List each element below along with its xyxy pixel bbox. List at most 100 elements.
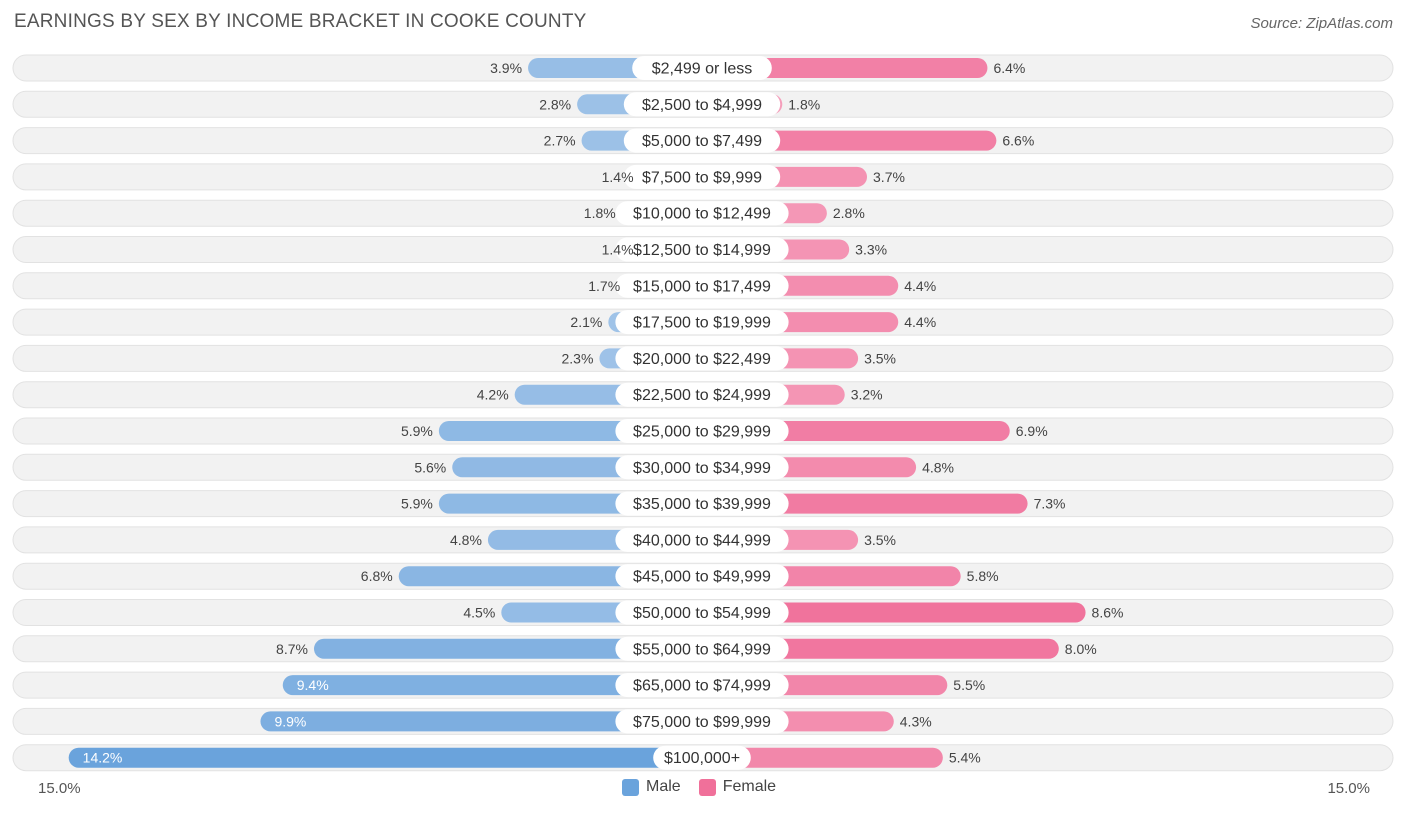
category-label-background	[615, 201, 789, 226]
bar-male[interactable]	[313, 638, 702, 659]
female-value-label: 6.6%	[1002, 133, 1034, 149]
category-label-background	[653, 745, 751, 770]
category-label-background	[615, 237, 789, 262]
legend: Male Female	[622, 778, 794, 796]
female-value-label: 4.3%	[900, 713, 932, 729]
category-label: $75,000 to $99,999	[633, 714, 771, 731]
legend-label-female: Female	[722, 778, 777, 795]
category-label: $30,000 to $34,999	[633, 460, 771, 477]
category-label: $2,499 or less	[652, 61, 753, 78]
chart-title: EARNINGS BY SEX BY INCOME BRACKET IN COO…	[14, 11, 587, 32]
axis-right-label: 15.0%	[1327, 780, 1370, 797]
male-value-label: 5.9%	[401, 423, 433, 439]
category-label: $20,000 to $22,499	[633, 351, 771, 368]
male-value-label: 5.6%	[414, 459, 446, 475]
category-label: $65,000 to $74,999	[633, 678, 771, 695]
male-value-label: 1.8%	[584, 205, 616, 221]
female-value-label: 3.2%	[851, 387, 883, 403]
male-value-label: 9.4%	[297, 677, 329, 693]
male-value-label: 9.9%	[274, 713, 306, 729]
category-label-background	[615, 491, 789, 516]
category-label-background	[615, 600, 789, 625]
category-label-background	[615, 709, 789, 734]
category-label: $50,000 to $54,999	[633, 605, 771, 622]
female-value-label: 6.9%	[1016, 423, 1048, 439]
category-label-background	[615, 346, 789, 371]
female-value-label: 1.8%	[788, 96, 820, 112]
bar-female[interactable]	[702, 747, 943, 768]
category-label: $17,500 to $19,999	[633, 315, 771, 332]
male-value-label: 4.2%	[477, 387, 509, 403]
male-value-label: 1.7%	[588, 278, 620, 294]
female-value-label: 3.5%	[864, 350, 896, 366]
axis-left-label: 15.0%	[38, 780, 81, 797]
female-value-label: 4.8%	[922, 459, 954, 475]
category-label: $15,000 to $17,499	[633, 278, 771, 295]
category-label: $25,000 to $29,999	[633, 424, 771, 441]
bar-female[interactable]	[702, 638, 1059, 659]
category-label: $55,000 to $64,999	[633, 641, 771, 658]
category-label: $10,000 to $12,499	[633, 206, 771, 223]
female-value-label: 5.8%	[967, 568, 999, 584]
category-label: $22,500 to $24,999	[633, 387, 771, 404]
category-label-background	[615, 419, 789, 443]
male-value-label: 14.2%	[83, 750, 123, 766]
male-value-label: 3.9%	[490, 60, 522, 76]
female-value-label: 7.3%	[1034, 496, 1066, 512]
male-value-label: 8.7%	[276, 641, 308, 657]
legend-label-male: Male	[646, 778, 681, 795]
male-value-label: 2.8%	[539, 96, 571, 112]
category-label-background	[623, 92, 781, 117]
category-label-background	[615, 310, 789, 335]
category-label-background	[615, 382, 789, 407]
legend-item-male[interactable]: Male	[622, 778, 681, 796]
female-value-label: 8.6%	[1092, 605, 1124, 621]
female-value-label: 5.5%	[953, 677, 985, 693]
male-value-label: 4.5%	[463, 605, 495, 621]
male-value-label: 2.7%	[544, 133, 576, 149]
category-label: $40,000 to $44,999	[633, 532, 771, 549]
legend-item-female[interactable]: Female	[698, 778, 777, 796]
category-label: $100,000+	[664, 750, 740, 767]
bar-male[interactable]	[260, 711, 702, 732]
bar-male[interactable]	[282, 675, 702, 696]
male-value-label: 1.4%	[602, 169, 634, 185]
female-value-label: 2.8%	[833, 205, 865, 221]
category-label-background	[615, 455, 789, 480]
source-note: Source: ZipAtlas.com	[1250, 15, 1393, 32]
female-value-label: 3.3%	[855, 242, 887, 258]
female-value-label: 6.4%	[993, 60, 1025, 76]
category-label: $35,000 to $39,999	[633, 496, 771, 513]
category-label: $12,500 to $14,999	[633, 242, 771, 259]
category-label-background	[615, 527, 789, 552]
legend-swatch-male	[622, 778, 639, 796]
category-label-background	[623, 128, 781, 153]
male-value-label: 4.8%	[450, 532, 482, 548]
category-label-background	[615, 673, 789, 698]
female-value-label: 8.0%	[1065, 641, 1097, 657]
category-label-background	[615, 636, 789, 661]
category-label-background	[632, 56, 772, 80]
category-label: $2,500 to $4,999	[642, 97, 762, 114]
male-value-label: 6.8%	[361, 568, 393, 584]
female-value-label: 5.4%	[949, 750, 981, 766]
bar-male[interactable]	[68, 747, 703, 768]
female-value-label: 3.5%	[864, 532, 896, 548]
category-label-background	[615, 273, 789, 298]
bar-female[interactable]	[702, 602, 1086, 623]
category-label: $45,000 to $49,999	[633, 569, 771, 586]
category-label: $7,500 to $9,999	[642, 169, 762, 186]
male-value-label: 2.3%	[561, 350, 593, 366]
bar-female[interactable]	[702, 58, 988, 78]
female-value-label: 4.4%	[904, 278, 936, 294]
male-value-label: 1.4%	[602, 242, 634, 258]
female-value-label: 3.7%	[873, 169, 905, 185]
female-value-label: 4.4%	[904, 314, 936, 330]
legend-swatch-female	[698, 778, 716, 796]
male-value-label: 5.9%	[401, 496, 433, 512]
category-label: $5,000 to $7,499	[642, 133, 762, 150]
male-value-label: 2.1%	[570, 314, 602, 330]
category-label-background	[615, 564, 789, 589]
category-label-background	[623, 164, 781, 189]
